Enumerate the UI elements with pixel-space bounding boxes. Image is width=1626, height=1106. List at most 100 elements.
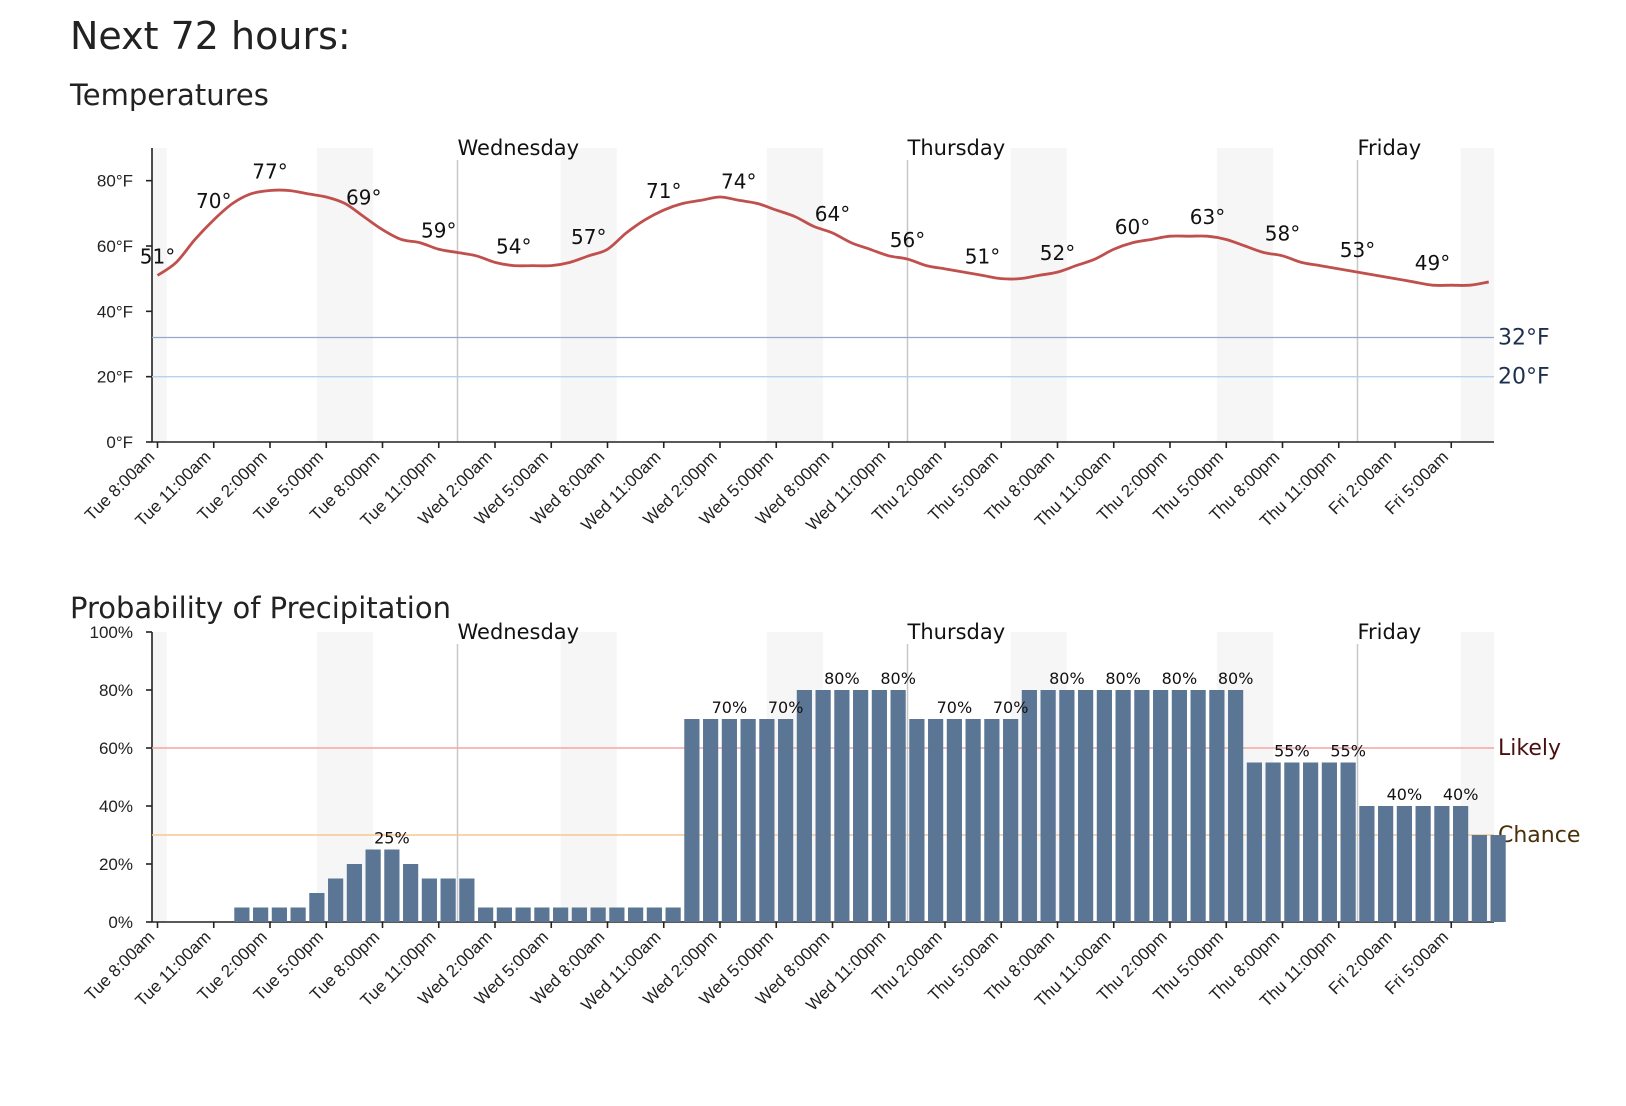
precipitation-bar: [290, 907, 306, 922]
precipitation-bar: [365, 849, 381, 922]
precipitation-bar: [684, 719, 700, 922]
precipitation-bar: [628, 907, 644, 922]
precipitation-bar-label: 80%: [824, 669, 860, 688]
temperature-label: 58°: [1265, 222, 1300, 246]
precipitation-bar: [928, 719, 944, 922]
precipitation-bar: [1303, 762, 1319, 922]
precipitation-bar: [965, 719, 981, 922]
precipitation-bar: [1078, 690, 1094, 922]
precipitation-bar: [834, 690, 850, 922]
y-tick-label: 20%: [99, 855, 133, 874]
precipitation-bar: [534, 907, 550, 922]
precipitation-bar: [909, 719, 925, 922]
precipitation-bar: [515, 907, 531, 922]
y-tick-label: 0%: [108, 913, 133, 932]
temperature-label: 70°: [196, 189, 231, 213]
precipitation-bar-label: 80%: [1218, 669, 1254, 688]
temperature-label: 51°: [140, 244, 175, 268]
precipitation-bar: [1490, 835, 1506, 922]
night-band: [766, 148, 824, 442]
y-tick-label: 60°F: [97, 237, 133, 256]
precipitation-bar: [271, 907, 287, 922]
temperature-label: 56°: [890, 228, 925, 252]
precipitation-bar: [1321, 762, 1337, 922]
temperature-label: 49°: [1415, 251, 1450, 275]
temperatures-chart-title: Temperatures: [70, 78, 269, 112]
precipitation-bar: [234, 907, 250, 922]
precipitation-bar: [1003, 719, 1019, 922]
night-band: [152, 632, 167, 922]
precipitation-bar: [1040, 690, 1056, 922]
temperature-label: 71°: [646, 179, 681, 203]
night-band: [1010, 632, 1067, 922]
day-label: Wednesday: [458, 136, 580, 160]
temperature-label: 63°: [1190, 205, 1225, 229]
precipitation-bar: [1415, 806, 1431, 922]
precipitation-bar: [1115, 690, 1131, 922]
page-title: Next 72 hours:: [70, 14, 351, 58]
night-band: [316, 632, 374, 922]
precipitation-bar-label: 80%: [1105, 669, 1141, 688]
precipitation-bar: [459, 878, 475, 922]
precipitation-bar: [1471, 835, 1487, 922]
night-band: [152, 148, 167, 442]
precipitation-bar-label: 70%: [768, 698, 804, 717]
precipitation-bar: [421, 878, 437, 922]
temperature-label: 53°: [1340, 238, 1375, 262]
precipitation-bar-label: 70%: [937, 698, 973, 717]
precipitation-bar: [759, 719, 775, 922]
precipitation-bar: [646, 907, 662, 922]
day-label: Wednesday: [458, 620, 580, 644]
night-band: [560, 632, 617, 922]
precipitation-bar: [309, 893, 325, 922]
temperature-label: 60°: [1115, 215, 1150, 239]
precipitation-bar: [890, 690, 906, 922]
precipitation-bar: [1359, 806, 1375, 922]
precipitation-bar-label: 80%: [1049, 669, 1085, 688]
precipitation-bar: [721, 719, 737, 922]
temperature-label: 69°: [346, 186, 381, 210]
precipitation-bar: [440, 878, 456, 922]
night-band: [1010, 148, 1067, 442]
precipitation-bar-label: 25%: [374, 829, 410, 848]
precipitation-bar: [1453, 806, 1469, 922]
precipitation-bar: [871, 690, 887, 922]
precipitation-bar-label: 55%: [1330, 742, 1366, 761]
precipitation-bar: [496, 907, 512, 922]
day-label: Thursday: [907, 620, 1006, 644]
precipitation-bar: [1396, 806, 1412, 922]
precipitation-bar: [1096, 690, 1112, 922]
precipitation-bar: [1209, 690, 1225, 922]
precipitation-bar-label: 80%: [1162, 669, 1198, 688]
precipitation-bar: [946, 719, 962, 922]
temperature-label: 77°: [252, 159, 287, 183]
temperature-label: 59°: [421, 218, 456, 242]
precipitation-bar: [1265, 762, 1281, 922]
precipitation-bar-label: 55%: [1274, 742, 1310, 761]
temperature-label: 54°: [496, 235, 531, 259]
day-label: Friday: [1358, 136, 1422, 160]
precipitation-bar: [778, 719, 794, 922]
precipitation-bar: [740, 719, 756, 922]
temperature-line: [156, 188, 1490, 287]
precipitation-bar: [1153, 690, 1169, 922]
night-band: [560, 148, 617, 442]
day-label: Friday: [1358, 620, 1422, 644]
precipitation-bar: [553, 907, 569, 922]
precipitation-bar: [1171, 690, 1187, 922]
reference-line-label: Chance: [1498, 823, 1580, 848]
y-tick-label: 80°F: [97, 172, 133, 191]
precipitation-bar: [1284, 762, 1300, 922]
precipitation-bar: [609, 907, 625, 922]
temperature-label: 57°: [571, 225, 606, 249]
y-tick-label: 40°F: [97, 302, 133, 321]
precipitation-chart: Wednesday Thursday Friday 0% 20% 40% 60% 80% 100…: [81, 620, 1580, 1015]
precipitation-bar-label: 40%: [1443, 785, 1479, 804]
temperature-label: 74°: [721, 169, 756, 193]
precipitation-bar: [853, 690, 869, 922]
reference-line-label: Likely: [1498, 736, 1561, 761]
y-tick-label: 60%: [99, 739, 133, 758]
night-band: [1216, 632, 1274, 922]
precipitation-bar: [796, 690, 812, 922]
precipitation-bar: [1190, 690, 1206, 922]
